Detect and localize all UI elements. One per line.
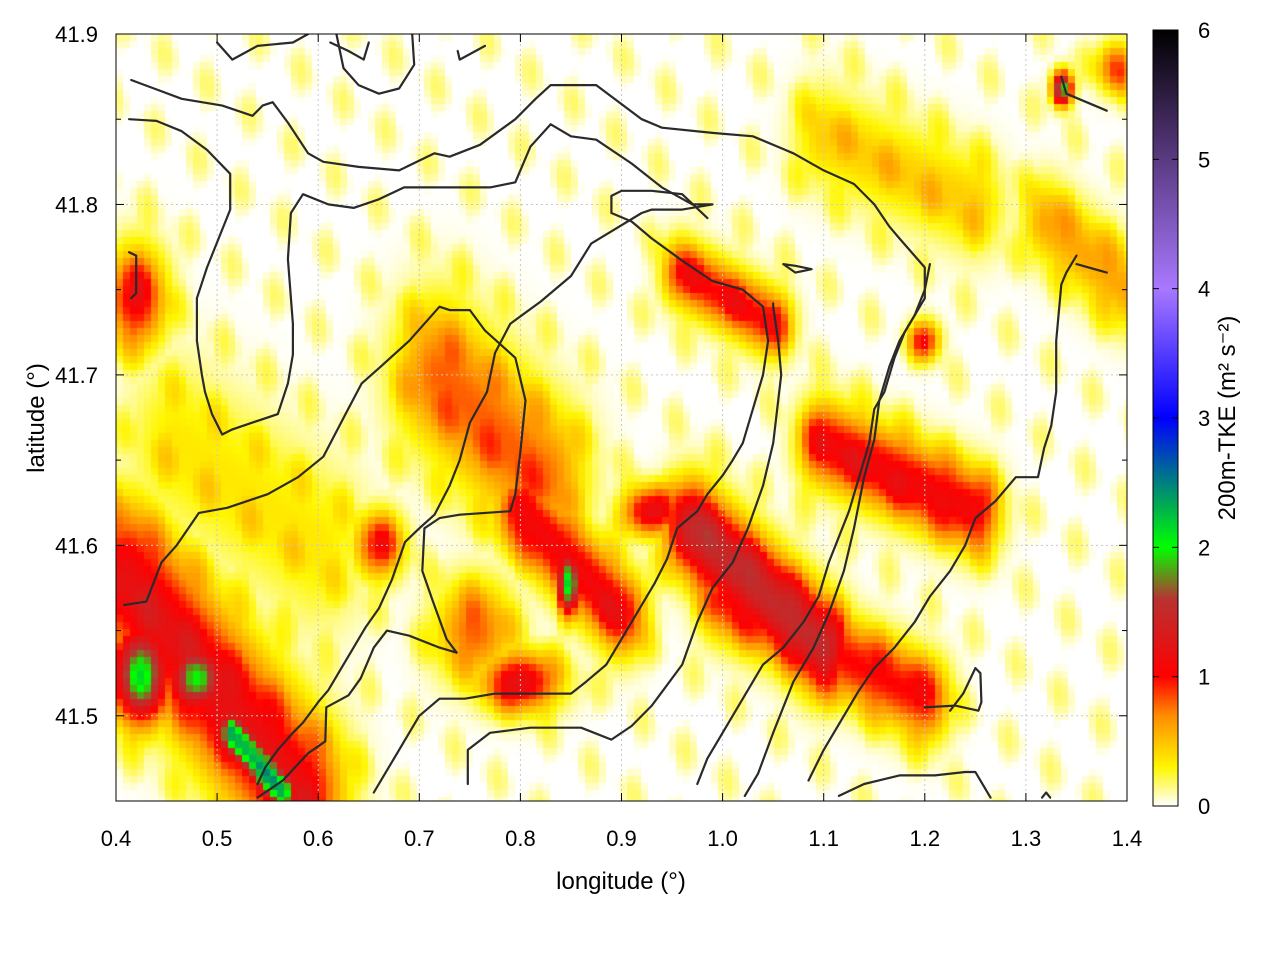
terrain-contour-line — [807, 254, 1078, 782]
x-tick-label: 1.3 — [1011, 826, 1042, 851]
x-tick-label: 0.6 — [303, 826, 334, 851]
terrain-contour-line — [1075, 263, 1108, 274]
colorbar-ticks: 0 1 2 3 4 5 6 — [1153, 18, 1210, 819]
x-tick-label: 0.7 — [404, 826, 435, 851]
terrain-contour-line — [837, 770, 992, 799]
colorbar-title: 200m-TKE (m² s⁻²) — [1214, 316, 1241, 521]
terrain-contour-line — [335, 34, 416, 95]
y-tick-label: 41.6 — [55, 533, 98, 558]
terrain-contour-line — [782, 263, 813, 274]
terrain-contour-line — [743, 263, 932, 798]
colorbar-tick-label: 4 — [1198, 277, 1210, 302]
colorbar-tick-label: 5 — [1198, 147, 1210, 172]
y-tick-label: 41.5 — [55, 704, 98, 729]
terrain-contour-line — [456, 44, 487, 61]
y-tick-label: 41.8 — [55, 192, 98, 217]
terrain-contour-line — [372, 189, 770, 794]
terrain-contours — [122, 34, 1108, 799]
terrain-contour-line — [329, 41, 370, 61]
terrain-contour-line — [923, 666, 983, 712]
grid — [116, 34, 1127, 801]
terrain-contour-line — [128, 251, 138, 300]
terrain-contour-line — [1040, 791, 1052, 799]
x-tick-label: 0.8 — [505, 826, 536, 851]
colorbar: 0 1 2 3 4 5 6 200m-TKE (m² s⁻²) — [1152, 18, 1241, 819]
y-tick-label: 41.9 — [55, 22, 98, 47]
x-tick-label: 1.1 — [808, 826, 839, 851]
colorbar-tick-label: 0 — [1198, 794, 1210, 819]
terrain-contour-line — [128, 118, 714, 786]
x-tick-label: 1.2 — [910, 826, 941, 851]
heatmap-raster — [116, 34, 1127, 801]
x-tick-label: 0.4 — [101, 826, 132, 851]
colorbar-tick-label: 2 — [1198, 535, 1210, 560]
x-tick-label: 1.4 — [1112, 826, 1143, 851]
terrain-contour-line — [130, 78, 926, 786]
terrain-contour-line — [216, 34, 310, 61]
y-axis-title: latitude (°) — [23, 363, 50, 473]
terrain-contour-line — [1060, 75, 1108, 112]
colorbar-tick-label: 1 — [1198, 665, 1210, 690]
axes: 0.4 0.5 0.6 0.7 0.8 0.9 1.0 1.1 1.2 1.3 1.4 41.5 41.… — [55, 22, 1142, 851]
y-tick-label: 41.7 — [55, 363, 98, 388]
terrain-contour-line — [466, 302, 783, 786]
x-tick-label: 0.9 — [606, 826, 637, 851]
colorbar-tick-label: 6 — [1198, 18, 1210, 43]
x-tick-label: 1.0 — [707, 826, 738, 851]
x-tick-label: 0.5 — [202, 826, 233, 851]
plot-area — [115, 33, 1128, 802]
colorbar-tick-label: 3 — [1198, 406, 1210, 431]
terrain-contour-line — [122, 305, 527, 799]
x-axis-title: longitude (°) — [556, 868, 686, 895]
